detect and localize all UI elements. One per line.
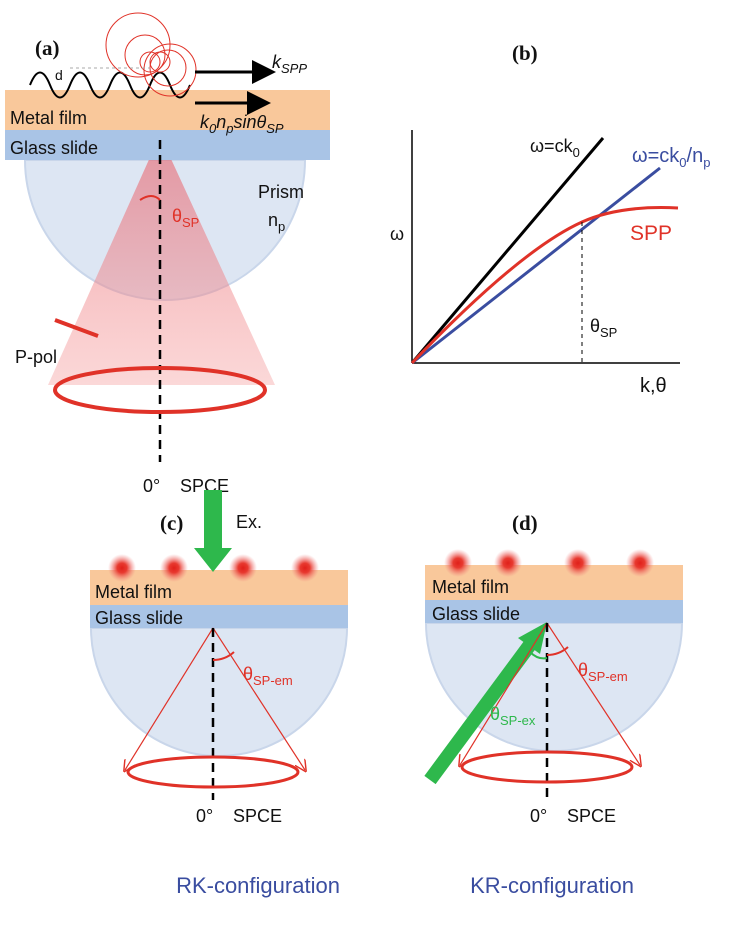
angle-label: θSP xyxy=(590,316,617,340)
zero-angle: 0° xyxy=(530,806,547,826)
figure: (a) d kSPP Metal film k0npsinθSP Glass s… xyxy=(0,0,736,929)
text: 0 xyxy=(679,155,686,170)
panel-c: (c) Ex. Metal film Glass slide θSP-em 0°… xyxy=(90,490,348,898)
panel-label: (a) xyxy=(35,36,60,60)
zero-angle: 0° xyxy=(143,476,160,496)
glass-label: Glass slide xyxy=(432,604,520,624)
panel-a: (a) d kSPP Metal film k0npsinθSP Glass s… xyxy=(5,13,330,496)
light-line-label: ω=ck0 xyxy=(530,136,580,160)
spp-wavevector: kSPP xyxy=(272,52,307,76)
zero-angle: 0° xyxy=(196,806,213,826)
text: n xyxy=(216,112,226,132)
text: p xyxy=(278,219,285,234)
prism-label: Prism xyxy=(258,182,304,202)
caption: RK-configuration xyxy=(176,873,340,898)
caption: KR-configuration xyxy=(470,873,634,898)
metal-label: Metal film xyxy=(10,108,87,128)
panel-b: (b) ω=ck0 ω=ck0/np ω SPP θSP k,θ xyxy=(390,41,710,397)
spce-label: SPCE xyxy=(567,806,616,826)
text: SP-em xyxy=(588,669,628,684)
text: θ xyxy=(172,206,182,226)
text: θ xyxy=(490,704,500,724)
metal-label: Metal film xyxy=(432,577,509,597)
text: p xyxy=(225,121,233,136)
text: /n xyxy=(687,145,704,167)
text: 0 xyxy=(573,145,580,160)
text: SP xyxy=(600,325,617,340)
prism-line-label: ω=ck0/np xyxy=(632,145,710,170)
text: θ xyxy=(590,316,600,336)
text: SP xyxy=(182,215,199,230)
period-label: d xyxy=(55,67,63,83)
metal-label: Metal film xyxy=(95,582,172,602)
glass-label: Glass slide xyxy=(10,138,98,158)
text: θ xyxy=(243,664,253,684)
panel-label: (b) xyxy=(512,41,538,65)
y-axis-label: ω xyxy=(390,224,404,244)
text: SP xyxy=(266,121,284,136)
text: n xyxy=(268,210,278,230)
text: sinθ xyxy=(233,112,266,132)
panel-label: (d) xyxy=(512,511,538,535)
text: SP-ex xyxy=(500,713,536,728)
polarization-label: P-pol xyxy=(15,347,57,367)
panel-d: (d) Metal film Glass slide θSP-em θSP-ex… xyxy=(425,511,683,898)
spp-label: SPP xyxy=(630,222,672,245)
excitation-label: Ex. xyxy=(236,512,262,532)
text: θ xyxy=(578,660,588,680)
panel-label: (c) xyxy=(160,511,183,535)
text: p xyxy=(703,155,710,170)
glass-label: Glass slide xyxy=(95,608,183,628)
text: SP-em xyxy=(253,673,293,688)
x-axis-label: k,θ xyxy=(640,375,667,397)
spce-label: SPCE xyxy=(233,806,282,826)
text: ω=ck xyxy=(530,136,574,156)
text: ω=ck xyxy=(632,145,680,167)
text: SPP xyxy=(281,61,307,76)
